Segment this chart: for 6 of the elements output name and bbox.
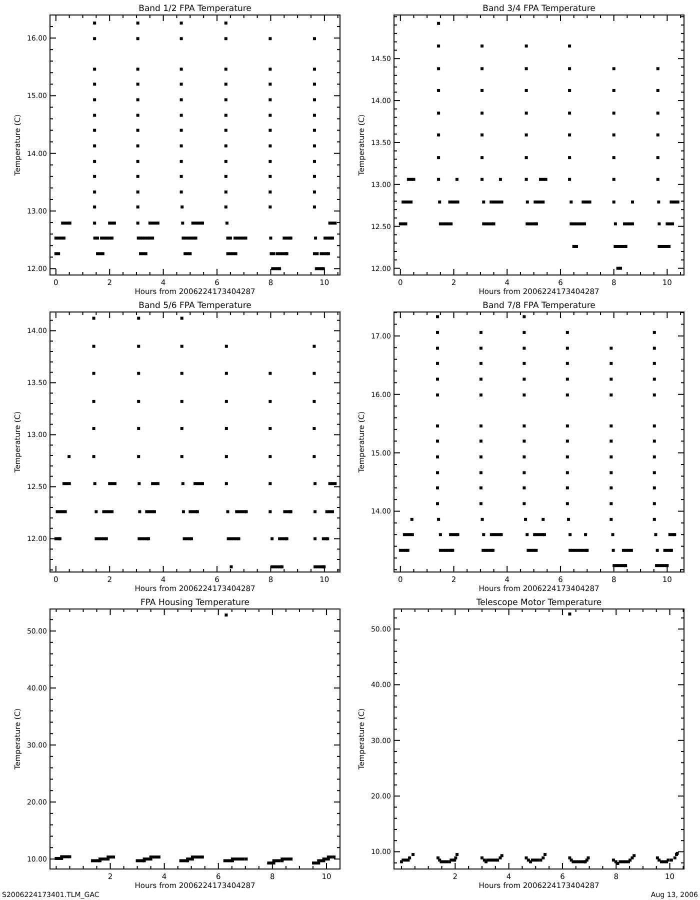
chart-title: Band 3/4 FPA Temperature — [482, 4, 596, 14]
chart-title: FPA Housing Temperature — [140, 598, 250, 608]
chart-title: Band 1/2 FPA Temperature — [138, 4, 252, 14]
chart-title: Telescope Motor Temperature — [475, 598, 602, 608]
chart-title: Band 5/6 FPA Temperature — [138, 301, 252, 311]
chart-title: Band 7/8 FPA Temperature — [482, 301, 596, 311]
